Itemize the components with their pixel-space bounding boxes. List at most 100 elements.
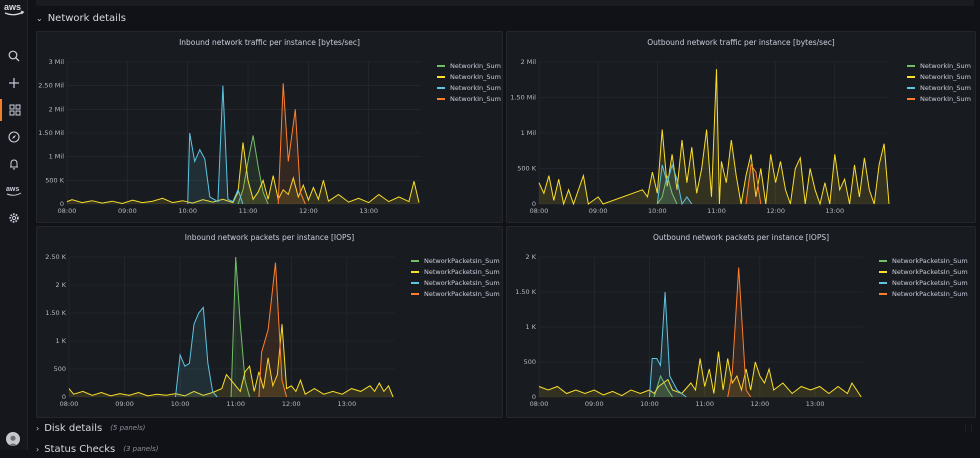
legend-item[interactable]: NetworkIn_Sum	[907, 93, 971, 104]
legend-item[interactable]: NetworkPacketsIn_Sum	[879, 266, 968, 277]
y-tick-label: 1.50 K	[515, 288, 537, 296]
y-tick-label: 0	[532, 393, 536, 401]
y-tick-label: 2 K	[526, 253, 537, 261]
series-area-yellow	[539, 351, 862, 397]
series-area-yellow	[69, 324, 394, 397]
series-line-blue[interactable]	[187, 85, 244, 205]
series-area-yellow	[67, 142, 419, 204]
legend-item[interactable]: NetworkPacketsIn_Sum	[411, 277, 500, 288]
panel-title: Inbound network traffic per instance [by…	[179, 38, 360, 47]
legend-item[interactable]: NetworkPacketsIn_Sum	[879, 288, 968, 299]
y-tick-label: 2 K	[56, 281, 67, 289]
legend: NetworkPacketsIn_Sum NetworkPacketsIn_Su…	[879, 255, 968, 299]
avatar[interactable]	[6, 432, 20, 446]
legend-item[interactable]: NetworkIn_Sum	[437, 60, 501, 71]
y-tick-label: 1 K	[526, 323, 537, 331]
series-line-orange[interactable]	[277, 83, 306, 205]
legend-item[interactable]: NetworkIn_Sum	[907, 82, 971, 93]
y-tick-label: 500 K	[517, 165, 536, 173]
legend-item[interactable]: NetworkPacketsIn_Sum	[411, 255, 500, 266]
legend-item[interactable]: NetworkPacketsIn_Sum	[411, 288, 500, 299]
series-line-yellow[interactable]	[538, 69, 890, 206]
x-tick-label: 08:00	[530, 207, 549, 215]
x-tick-label: 09:00	[115, 400, 134, 408]
series-line-orange[interactable]	[258, 262, 288, 398]
compass-icon[interactable]	[0, 126, 27, 148]
x-tick-label: 13:00	[806, 400, 825, 408]
series-line-green[interactable]	[230, 256, 251, 398]
series-line-yellow[interactable]	[66, 142, 420, 205]
x-tick-label: 12:00	[766, 207, 785, 215]
series-area-orange	[746, 164, 761, 204]
y-tick-label: 1 K	[56, 337, 67, 345]
legend-item[interactable]: NetworkPacketsIn_Sum	[879, 255, 968, 266]
x-tick-label: 12:00	[282, 400, 301, 408]
legend-item[interactable]: NetworkPacketsIn_Sum	[411, 266, 500, 277]
series-line-blue[interactable]	[175, 306, 218, 398]
y-tick-label: 2 Mil	[521, 58, 537, 66]
x-tick-label: 13:00	[337, 400, 356, 408]
y-tick-label: 1 Mil	[49, 153, 65, 161]
panel-inbound-traffic[interactable]: Inbound network traffic per instance [by…	[36, 31, 503, 223]
aws-logo[interactable]: aws	[2, 0, 26, 20]
legend: NetworkIn_Sum NetworkIn_Sum NetworkIn_Su…	[907, 60, 971, 104]
x-tick-label: 10:00	[171, 400, 190, 408]
search-icon[interactable]	[0, 45, 27, 67]
x-tick-label: 11:00	[707, 207, 726, 215]
series-line-green[interactable]	[653, 374, 673, 398]
series-line-blue[interactable]	[656, 163, 693, 206]
dashboards-icon[interactable]	[0, 99, 27, 121]
bell-icon[interactable]	[0, 153, 27, 175]
series-line-yellow[interactable]	[538, 351, 862, 398]
chart: 0 500 K 1 Mil 1.50 Mil 2 Mil 2.50 Mil 3 Mil 08:…	[38, 58, 421, 215]
legend-item[interactable]: NetworkPacketsIn_Sum	[879, 277, 968, 288]
chart: 0 500 1 K 1.50 K 2 K 08:00 09:00 10:00 11:00 12:0…	[515, 253, 863, 408]
x-tick-label: 10:00	[640, 400, 659, 408]
y-tick-label: 0	[62, 393, 66, 401]
x-tick-label: 11:00	[226, 400, 245, 408]
x-tick-label: 08:00	[60, 400, 79, 408]
y-tick-label: 500 K	[45, 176, 64, 184]
legend: NetworkIn_Sum NetworkIn_Sum NetworkIn_Su…	[437, 60, 501, 104]
y-tick-label: 1 Mil	[521, 129, 537, 137]
panel-title: Outbound network traffic per instance [b…	[647, 38, 835, 47]
row-status-checks[interactable]: › Status Checks (3 panels)	[36, 440, 158, 458]
y-tick-label: 3 Mil	[49, 58, 65, 66]
panel-outbound-packets[interactable]: Outbound network packets per instance [I…	[506, 226, 976, 418]
panel-outbound-traffic[interactable]: Outbound network traffic per instance [b…	[506, 31, 976, 223]
aws-logo-text: aws	[4, 2, 21, 12]
plus-icon[interactable]	[0, 72, 27, 94]
x-tick-label: 09:00	[589, 207, 608, 215]
gear-icon[interactable]	[0, 207, 27, 229]
row-panel-count: (3 panels)	[123, 445, 159, 453]
y-tick-label: 0	[532, 200, 536, 208]
series-area-blue	[657, 164, 692, 204]
legend-item[interactable]: NetworkIn_Sum	[437, 71, 501, 82]
legend: NetworkPacketsIn_Sum NetworkPacketsIn_Su…	[411, 255, 500, 299]
row-title: Status Checks	[44, 443, 116, 455]
chart: 0 500 K 1 Mil 1.50 Mil 2 Mil 08:00 09:00 10:00 1…	[510, 58, 890, 215]
legend-item[interactable]: NetworkIn_Sum	[437, 82, 501, 93]
x-tick-label: 11:00	[695, 400, 714, 408]
legend-item[interactable]: NetworkIn_Sum	[437, 93, 501, 104]
x-tick-label: 12:00	[299, 207, 318, 215]
chevron-right-icon: ›	[36, 423, 40, 433]
series-line-green[interactable]	[237, 135, 269, 205]
series-line-yellow[interactable]	[68, 324, 394, 398]
series-line-blue[interactable]	[649, 291, 687, 398]
series-line-orange[interactable]	[745, 163, 762, 205]
series-line-green[interactable]	[656, 175, 678, 205]
row-panel-count: (5 panels)	[110, 424, 146, 432]
legend-item[interactable]: NetworkIn_Sum	[907, 60, 971, 71]
panel-inbound-packets[interactable]: Inbound network packets per instance [IO…	[36, 226, 503, 418]
series-line-orange[interactable]	[727, 267, 752, 398]
x-tick-label: 12:00	[751, 400, 770, 408]
x-tick-label: 13:00	[359, 207, 378, 215]
series-area-green	[654, 376, 673, 397]
x-tick-label: 13:00	[825, 207, 844, 215]
row-title: Network details	[47, 12, 126, 24]
legend-item[interactable]: NetworkIn_Sum	[907, 71, 971, 82]
aws-icon[interactable]: aws	[0, 180, 27, 202]
row-disk-details[interactable]: › Disk details (5 panels) ⋮⋮	[36, 422, 975, 434]
row-network-details[interactable]: ⌄ Network details	[36, 9, 126, 27]
